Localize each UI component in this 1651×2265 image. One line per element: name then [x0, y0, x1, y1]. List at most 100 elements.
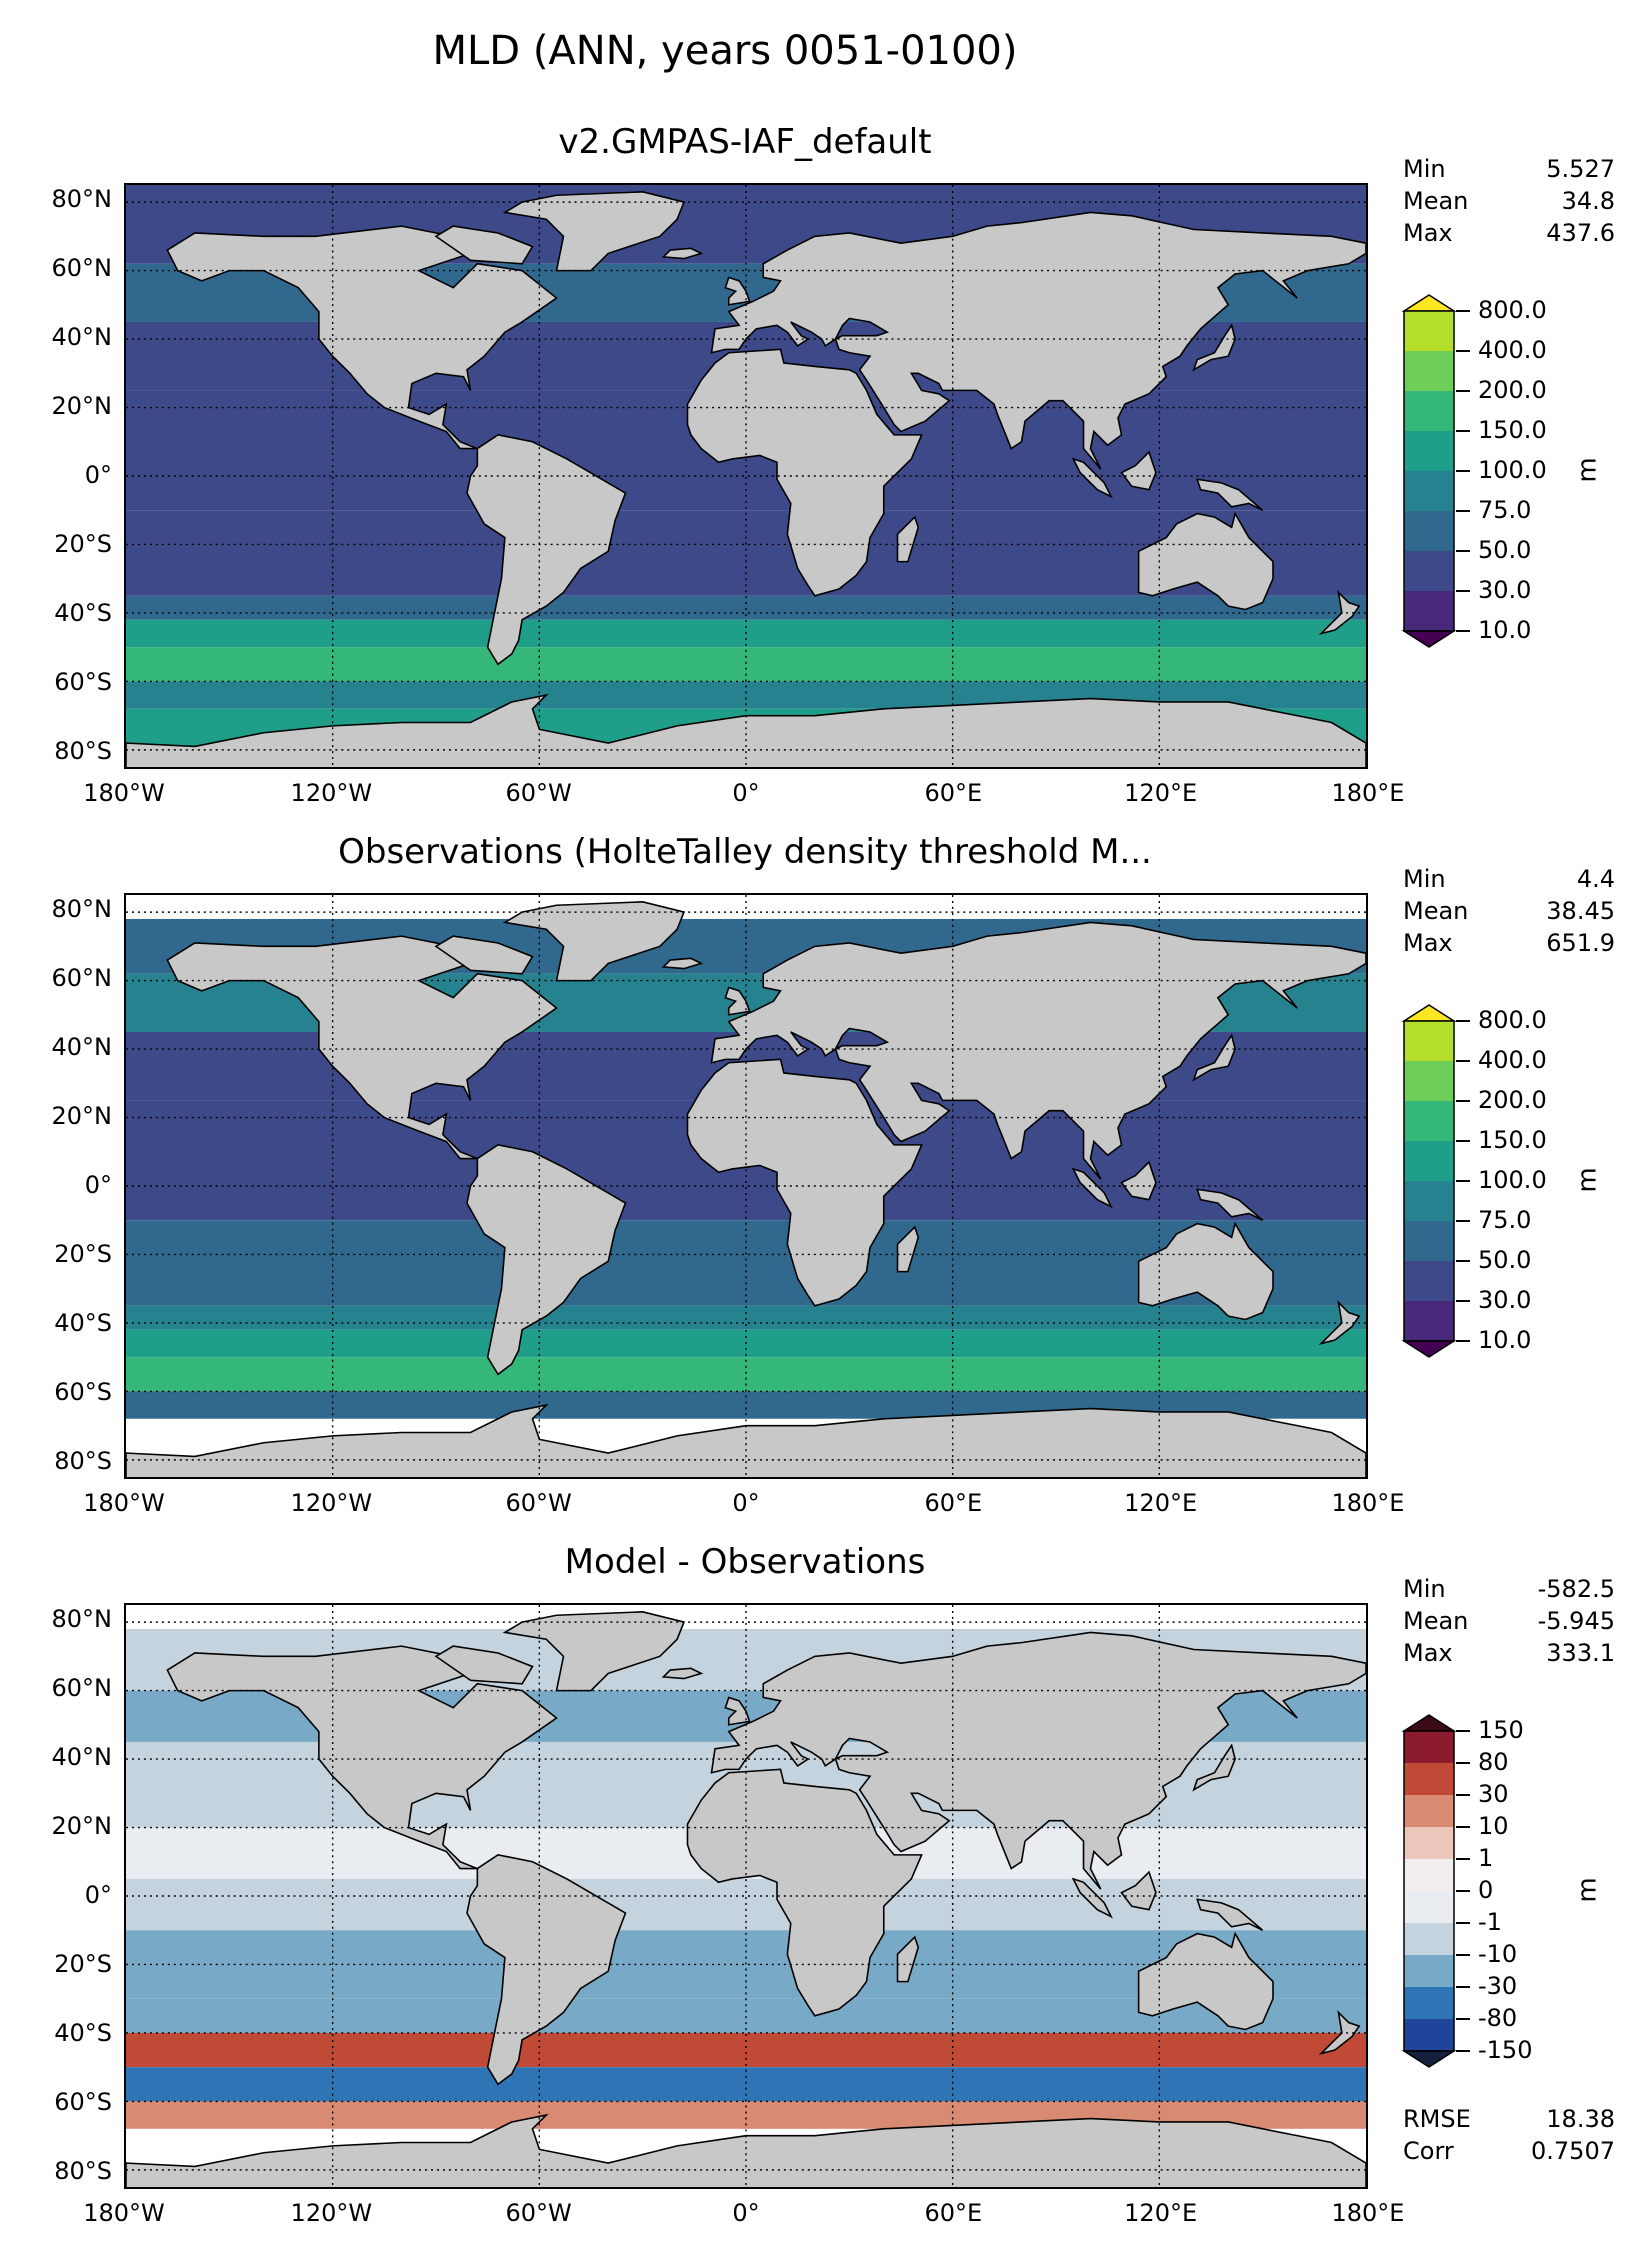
panel-1-field-band — [126, 595, 1366, 620]
panel-3-lat-label: 40°N — [51, 1743, 113, 1772]
panel-2-lat-label: 0° — [84, 1171, 112, 1199]
panel-3-lon-label: 120°E — [1124, 2199, 1198, 2227]
panel-3-colorbar-svg — [1401, 1714, 1457, 2068]
panel-3-colorbar-label: 150 — [1478, 1716, 1524, 1744]
panel-1-land-eurasia — [710, 211, 1366, 470]
panel-3-colorbar-segment — [1404, 1859, 1454, 1892]
panel-2-colorbar-tick — [1456, 1060, 1470, 1062]
panel-1-lat-label: 60°N — [51, 254, 113, 283]
stat-label: Corr — [1403, 2137, 1454, 2165]
panel-1-colorbar-label: 100.0 — [1478, 456, 1547, 484]
panel-3-colorbar-segment — [1404, 1731, 1454, 1764]
panel-1-title: v2.GMPAS-IAF_default — [558, 122, 932, 162]
panel-1-lat-label: 0° — [84, 461, 112, 489]
panel-2-lon-label: 180°W — [83, 1489, 165, 1517]
stat-value: -582.5 — [1537, 1575, 1615, 1603]
panel-2-colorbar-label: 100.0 — [1478, 1166, 1547, 1194]
panel-1-colorbar-segment — [1404, 471, 1454, 512]
figure-title: MLD (ANN, years 0051-0100) — [432, 28, 1018, 74]
panel-1-land-madagascar — [896, 515, 920, 563]
panel-3-colorbar — [1401, 1714, 1457, 2068]
panel-3-field-band — [126, 2067, 1366, 2102]
panel-2-lat-label: 60°N — [51, 964, 113, 993]
panel-1-colorbar-tick — [1456, 430, 1470, 432]
panel-2-lon-label: 60°W — [505, 1489, 572, 1517]
stat-label: Min — [1403, 1575, 1446, 1603]
panel-1-colorbar-label: 75.0 — [1478, 496, 1532, 524]
panel-2-colorbar-tick — [1456, 1260, 1470, 1262]
panel-1-lon-label: 60°E — [924, 779, 983, 807]
panel-2-land-south-america — [466, 1144, 627, 1376]
panel-2-lat-label: 80°S — [54, 1446, 112, 1475]
panel-3-land-new-zealand — [1318, 2010, 1361, 2055]
panel-2-colorbar-tick — [1456, 1180, 1470, 1182]
panel-2-colorbar-segment — [1404, 1101, 1454, 1142]
panel-3-map — [124, 1603, 1368, 2189]
panel-3-map-svg — [126, 1605, 1366, 2187]
panel-1-land-new-guinea — [1196, 478, 1264, 511]
panel-2-colorbar-label: 10.0 — [1478, 1326, 1532, 1354]
panel-3-lon-label: 180°E — [1331, 2199, 1405, 2227]
panel-3-land-sumatra — [1071, 1877, 1113, 1919]
panel-3-colorbar-label: 30 — [1478, 1780, 1509, 1808]
panel-2-colorbar-label: 800.0 — [1478, 1006, 1547, 1034]
panel-2-lon-label: 0° — [732, 1489, 760, 1517]
stat-value: 18.38 — [1546, 2105, 1615, 2133]
panel-1-stat-mean: Mean 34.8 — [1403, 185, 1615, 217]
panel-1-land-greenland — [502, 191, 686, 272]
panel-3-colorbar-tick — [1456, 1986, 1470, 1988]
panel-2-land-antarctica — [126, 1403, 1366, 1477]
panel-3-colorbar-label: 80 — [1478, 1748, 1509, 1776]
stat-value: -5.945 — [1537, 1607, 1615, 1635]
panel-1-land-iceland — [661, 247, 704, 260]
panel-1-colorbar-frame — [1403, 310, 1455, 632]
panel-1-colorbar-segment — [1404, 351, 1454, 392]
panel-1-land-borneo — [1120, 450, 1157, 491]
panel-2-colorbar-svg — [1401, 1004, 1457, 1358]
panel-3-land-south-america — [466, 1854, 627, 2086]
panel-2-colorbar-segment — [1404, 1221, 1454, 1262]
panel-2-colorbar-label: 150.0 — [1478, 1126, 1547, 1154]
panel-1-colorbar-segment — [1404, 551, 1454, 592]
panel-3-land-antarctica — [126, 2113, 1366, 2187]
panel-1-stat-min: Min 5.527 — [1403, 153, 1615, 185]
panel-3-colorbar-label: -30 — [1478, 1972, 1518, 2000]
panel-2-stats: Min 4.4 Mean 38.45 Max 651.9 — [1403, 863, 1615, 959]
panel-3-lat-label: 80°S — [54, 2156, 112, 2185]
panel-3-colorbar-tick — [1456, 1954, 1470, 1956]
panel-3-colorbar-segment — [1404, 1987, 1454, 2020]
stat-label: Min — [1403, 155, 1446, 183]
panel-2-land-greenland — [502, 901, 686, 982]
panel-1-lat-label: 80°S — [54, 736, 112, 765]
panel-2-lat-label: 20°S — [54, 1239, 112, 1268]
panel-2-colorbar-segment — [1404, 1021, 1454, 1062]
panel-2-land-new-guinea — [1196, 1188, 1264, 1221]
stat-value: 34.8 — [1561, 187, 1615, 215]
panel-1-stat-max: Max 437.6 — [1403, 217, 1615, 249]
stat-label: RMSE — [1403, 2105, 1471, 2133]
panel-1-lon-label: 120°E — [1124, 779, 1198, 807]
panel-3-error-stats: RMSE 18.38 Corr 0.7507 — [1403, 2103, 1615, 2167]
panel-3-colorbar-label: 1 — [1478, 1844, 1494, 1872]
panel-2-colorbar-tick — [1456, 1100, 1470, 1102]
panel-2-field-band — [126, 1357, 1366, 1392]
panel-3-colorbar-label: -80 — [1478, 2004, 1518, 2032]
panel-3-land-eurasia — [710, 1631, 1366, 1890]
panel-2-land-iceland — [661, 957, 704, 970]
panel-3-colorbar-tick — [1456, 2050, 1470, 2052]
panel-2-colorbar-tick — [1456, 1220, 1470, 1222]
panel-3-lat-label: 40°S — [54, 2018, 112, 2047]
panel-2-stat-min: Min 4.4 — [1403, 863, 1615, 895]
panel-2-land-australia — [1137, 1221, 1274, 1321]
stat-label: Mean — [1403, 187, 1469, 215]
panel-1-land-new-zealand — [1318, 590, 1361, 635]
panel-2-stat-mean: Mean 38.45 — [1403, 895, 1615, 927]
panel-2-map — [124, 893, 1368, 1479]
panel-3-lon-label: 60°E — [924, 2199, 983, 2227]
panel-3-land-iceland — [661, 1667, 704, 1680]
panel-2-colorbar-label: 400.0 — [1478, 1046, 1547, 1074]
panel-3-colorbar-segment — [1404, 1827, 1454, 1860]
panel-1-lon-label: 120°W — [290, 779, 373, 807]
stat-value: 651.9 — [1546, 929, 1615, 957]
panel-2-land-borneo — [1120, 1160, 1157, 1201]
